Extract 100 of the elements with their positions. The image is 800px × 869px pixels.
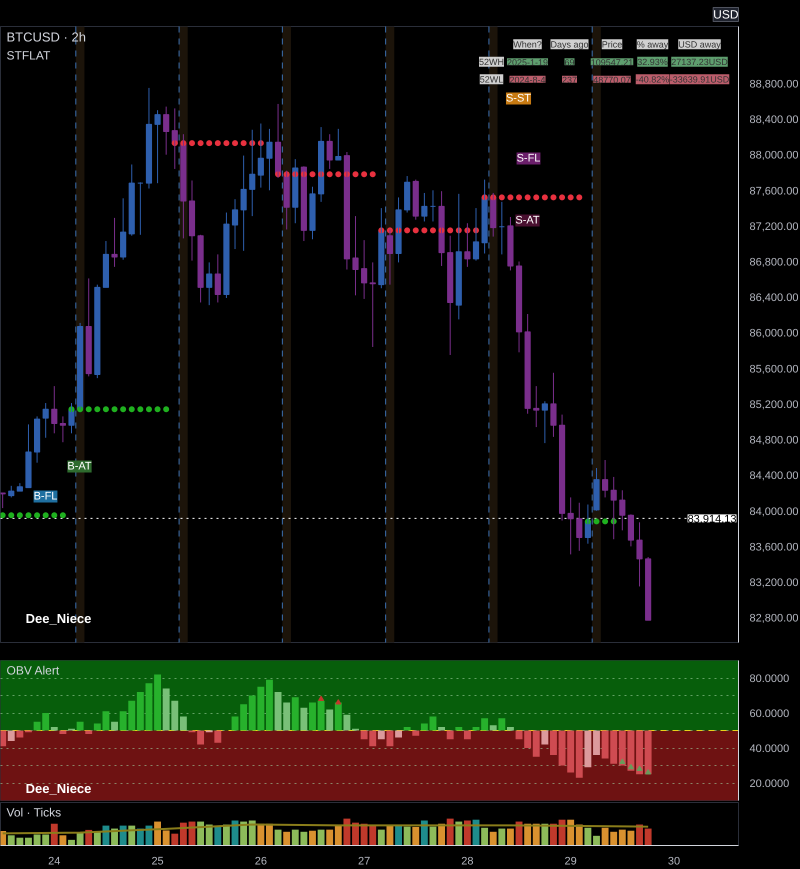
bar [446,730,454,740]
point [34,512,40,518]
category-label: Price [602,39,622,50]
point [16,512,23,518]
bar [120,711,127,730]
y-tick-label: 84,400.00 [750,470,798,482]
y-tick-label: 82,800.00 [750,612,798,625]
text: 32.93% [637,56,668,67]
x-tick-label: 27 [358,856,370,868]
annotation: S-FL [516,152,540,164]
bar [395,730,402,738]
bar [111,722,118,730]
point [25,512,32,518]
chart-title: Vol · Ticks [6,806,62,820]
text: STFLAT [6,48,51,62]
annotation: Dee_Niece [26,611,92,626]
y-tick-label: 87,200.00 [750,220,798,233]
annotation: B-FL [34,490,58,502]
candlestick [335,128,342,161]
bar [438,824,446,846]
bar [438,727,446,730]
point [370,171,376,178]
bar [524,824,532,846]
y-tick-label: 20.0000 [750,778,790,790]
bar [455,727,462,730]
bar [171,834,178,846]
y-tick-label: 83,600.00 [750,541,798,554]
bar [498,718,506,730]
text: USD [713,8,739,22]
bar [464,820,471,846]
bar [404,727,411,730]
bar [386,824,394,846]
point [524,194,531,200]
point [102,406,109,412]
point [412,227,419,234]
bar [610,730,618,764]
point [361,171,368,178]
ref-line-label: 83,914.13 [688,513,736,526]
bar [412,730,420,736]
bar [214,826,222,846]
point [214,140,221,146]
point [240,140,247,146]
bar [369,730,376,746]
chart-title: BTCUSD · 2h [6,30,86,44]
point [42,512,49,518]
bar [420,820,428,846]
point [163,406,170,412]
bar [292,697,299,730]
bar [283,832,290,846]
bar [490,832,497,846]
y-tick-label: 88,000.00 [750,150,798,162]
candlestick [498,201,505,255]
bar [300,708,308,730]
y-tick-label: 86,000.00 [750,328,798,340]
point [128,406,135,412]
bar [300,832,308,846]
point [318,696,324,701]
category-label: 52WH [479,56,504,67]
point [645,769,652,774]
point [223,140,230,146]
candlestick [430,190,436,222]
bar [128,700,136,730]
y-tick-label: 83,200.00 [750,576,798,589]
point [568,194,574,200]
annotation: B-AT [67,460,92,472]
x-tick-label: 25 [151,856,164,868]
y-tick-label: 88,400.00 [750,114,798,126]
point [154,406,161,412]
bar [395,824,402,846]
bar [412,826,420,846]
point [352,171,359,178]
y-tick-label: 80.0000 [750,673,790,685]
text: 109547.21 [590,57,634,68]
candlestick [0,492,6,509]
point [137,406,144,412]
bar [378,730,385,740]
point [498,194,505,200]
candlestick [8,485,14,498]
chart-title: OBV Alert [6,664,60,678]
y-tick-label: 85,200.00 [750,398,798,411]
point [628,764,634,770]
point [94,406,100,412]
y-tick-label: 86,400.00 [750,292,798,304]
bar [292,830,299,846]
point [51,512,58,518]
bar [59,730,66,734]
x-tick-label: 29 [564,856,577,868]
point [335,171,342,178]
y-tick-label: 88,800.00 [750,78,798,90]
bar [386,730,394,746]
bar [541,824,548,846]
bar [541,730,548,744]
text: -33639.91USD [670,74,730,84]
point [309,171,316,178]
text: 2025-1-19 [506,57,548,68]
y-tick-label: 60.0000 [750,708,790,720]
point [602,518,608,524]
bar [232,820,238,846]
bar [240,822,248,846]
point [404,227,410,234]
